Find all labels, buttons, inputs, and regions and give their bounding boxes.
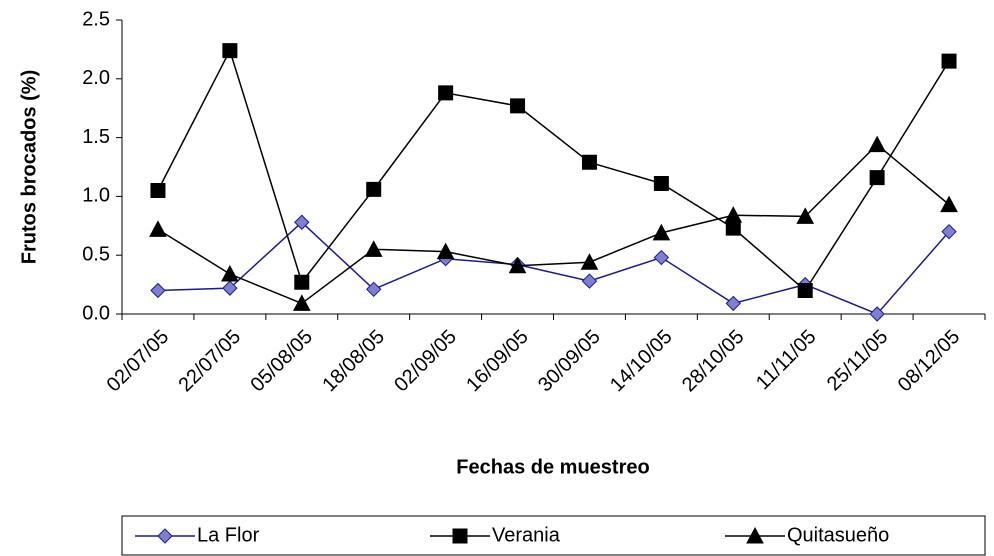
series-line [157,48,950,292]
point [581,273,598,289]
point [364,240,383,257]
point [869,306,885,322]
point [149,220,167,237]
point [150,183,166,199]
y-tick-label: 1.5 [82,126,110,148]
x-tick-label: 05/08/05 [246,326,317,397]
point [653,249,670,266]
point [366,181,382,197]
point [294,274,310,290]
point [294,214,310,230]
y-tick-label: 2.5 [82,8,110,30]
point [436,242,455,260]
point [941,223,957,240]
x-tick-label: 28/10/05 [678,326,749,397]
point [940,195,958,213]
x-tick-label: 30/09/05 [534,326,605,397]
point [725,220,741,236]
point [941,53,957,69]
point [438,85,454,101]
point [797,282,813,298]
legend-marker [157,528,173,544]
y-tick-label: 0.5 [82,243,110,265]
point [869,170,885,186]
x-tick-label: 22/07/05 [175,326,246,397]
point [510,98,526,114]
series-line [157,221,950,315]
point [222,43,238,59]
legend-label: La Flor [197,524,260,546]
legend-marker [452,528,468,544]
y-tick-label: 1.0 [82,185,110,207]
point [652,223,671,241]
x-tick-label: 18/08/05 [318,326,389,397]
point [724,206,743,223]
legend-box [121,515,986,556]
point [653,175,669,191]
legend-label: Quitasueño [787,524,889,546]
x-tick-label: 08/12/05 [894,326,965,397]
x-tick-label: 14/10/05 [606,326,677,397]
x-tick-label: 02/09/05 [390,326,461,397]
x-tick-label: 25/11/05 [823,326,893,396]
point [292,294,311,311]
point [222,280,238,296]
point [868,135,886,153]
x-tick-label: 02/07/05 [103,326,174,397]
point [366,281,382,298]
legend-label: Verania [492,524,561,546]
point [150,282,166,299]
y-axis-title: Frutos brocados (%) [18,70,40,264]
point [581,154,597,170]
x-tick-label: 16/09/05 [462,326,533,397]
point [580,253,599,270]
series-line [157,143,950,305]
y-tick-label: 2.0 [82,67,110,89]
x-tick-label: 11/11/05 [752,326,821,395]
point [796,207,815,224]
point [221,264,239,282]
legend-marker [746,526,764,544]
y-tick-label: 0.0 [82,302,110,324]
point [508,256,527,274]
x-axis-title: Fechas de muestreo [456,456,649,478]
point [725,295,741,312]
